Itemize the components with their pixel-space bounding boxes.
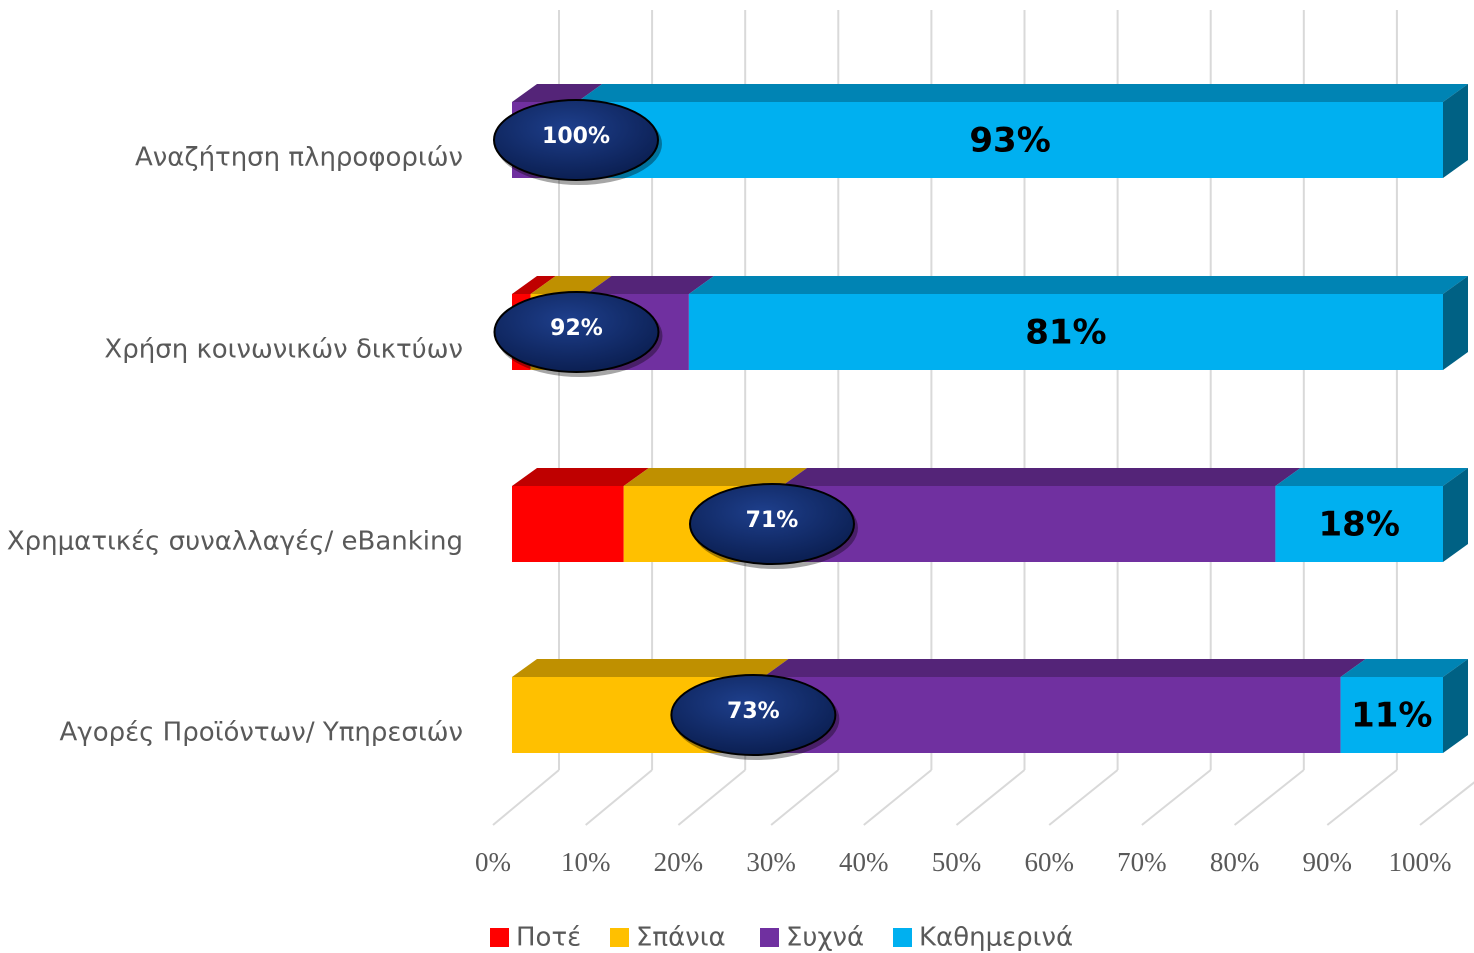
floor-line: [1048, 769, 1119, 826]
category-label: Αγορές Προϊόντων/ Υπηρεσιών: [60, 718, 463, 748]
bar-side: [1443, 84, 1468, 178]
x-tick-label: 0%: [475, 847, 511, 877]
annotation-label: 92%: [550, 316, 603, 341]
bar-side: [1443, 659, 1468, 753]
x-tick-label: 60%: [1024, 847, 1074, 877]
bar-segment: [577, 84, 1468, 178]
legend-label: Συχνά: [786, 923, 864, 953]
category-label: Χρήση κοινωνικών δικτύων: [104, 335, 463, 365]
x-tick-label: 80%: [1210, 847, 1260, 877]
floor-line: [492, 769, 560, 826]
bar: [688, 294, 1443, 370]
x-tick-label: 10%: [561, 847, 611, 877]
bar-side: [1443, 276, 1468, 370]
bar-segment: [1275, 468, 1468, 562]
category-label: Χρηματικές συναλλαγές/ eBanking: [7, 527, 463, 557]
floor-line: [863, 769, 933, 826]
floor-line: [677, 769, 746, 826]
bar-top: [763, 659, 1366, 677]
annotation-bubble: [688, 483, 855, 565]
bar-segment: [763, 659, 1366, 753]
x-tick-label: 90%: [1303, 847, 1353, 877]
legend-swatch: [760, 928, 779, 947]
bar-top: [623, 468, 807, 486]
bar-segment: [781, 468, 1301, 562]
bar: [512, 486, 624, 562]
bar: [1340, 677, 1443, 753]
bar-side: [1443, 468, 1468, 562]
legend-label: Σπάνια: [636, 923, 726, 953]
floor-line: [585, 769, 653, 826]
x-tick-label: 70%: [1117, 847, 1167, 877]
value-label: 93%: [969, 121, 1050, 161]
x-tick-label: 30%: [746, 847, 796, 877]
bar-top: [512, 84, 603, 102]
bar-top: [512, 276, 556, 294]
floor-line: [1233, 769, 1305, 826]
annotation-bubble: [670, 674, 837, 756]
bar-top: [1275, 468, 1468, 486]
bar-segment: [1340, 659, 1468, 753]
bar-segment: [688, 276, 1468, 370]
bar-top: [688, 276, 1468, 294]
legend-label: Καθημερινά: [919, 923, 1073, 953]
floor-line: [770, 769, 839, 826]
bar-top: [577, 84, 1468, 102]
legend-swatch: [610, 928, 629, 947]
bar: [577, 102, 1443, 178]
floor-line: [1419, 781, 1474, 826]
annotation-bubble: [493, 99, 659, 181]
floor-line: [955, 769, 1026, 826]
value-label: 11%: [1351, 696, 1432, 736]
bar-top: [586, 276, 714, 294]
x-tick-label: 100%: [1389, 847, 1452, 877]
floor-line: [1141, 769, 1212, 826]
category-label: Αναζήτηση πληροφοριών: [135, 143, 463, 173]
bar-top: [781, 468, 1301, 486]
bar: [763, 677, 1341, 753]
value-label: 18%: [1319, 505, 1400, 545]
legend-swatch: [490, 928, 509, 947]
bar-top: [512, 468, 649, 486]
annotation-label: 73%: [727, 699, 780, 724]
value-label: 81%: [1025, 313, 1106, 353]
legend-label: Ποτέ: [516, 923, 581, 953]
x-tick-label: 50%: [932, 847, 982, 877]
bar-segment: [512, 468, 649, 562]
bar-top: [530, 276, 612, 294]
x-tick-label: 40%: [839, 847, 889, 877]
bar-top: [1340, 659, 1468, 677]
annotation-label: 71%: [746, 508, 799, 533]
x-tick-label: 20%: [654, 847, 704, 877]
bar-top: [512, 659, 789, 677]
legend-swatch: [893, 928, 912, 947]
annotation-bubble: [493, 291, 660, 373]
floor-line: [1326, 769, 1398, 826]
bar: [781, 486, 1276, 562]
bar: [1275, 486, 1443, 562]
annotation-label: 100%: [542, 124, 610, 149]
